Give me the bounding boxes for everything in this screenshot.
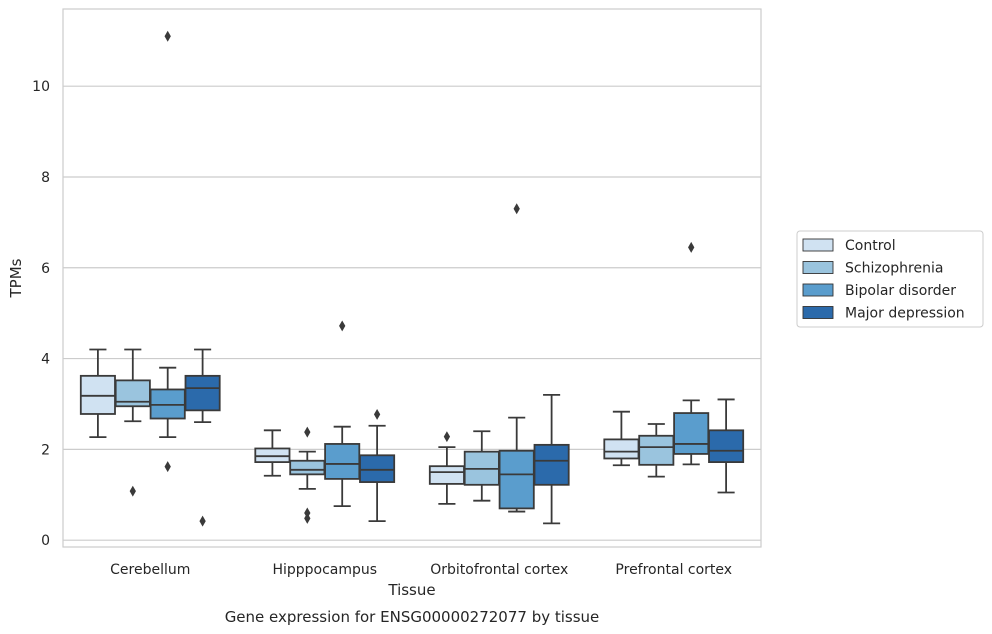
legend-swatch xyxy=(802,261,834,274)
outlier-point xyxy=(304,512,311,524)
outlier-point xyxy=(304,426,311,438)
box-item xyxy=(359,408,396,523)
box-rect xyxy=(673,412,710,455)
box-rect xyxy=(708,429,745,464)
box-rect xyxy=(149,388,186,420)
box-item xyxy=(114,348,151,497)
box-item xyxy=(638,423,675,478)
legend-label: Major depression xyxy=(845,306,965,322)
y-axis-title: TPMs xyxy=(7,258,25,298)
box-item xyxy=(428,431,465,505)
box-rect xyxy=(254,447,291,464)
legend-label: Control xyxy=(845,238,896,254)
chart-caption: Gene expression for ENSG00000272077 by t… xyxy=(225,608,600,626)
x-tick-label: Cerebellum xyxy=(110,562,190,578)
legend: Control Schizophrenia Bipolar disorder Majo… xyxy=(796,230,984,328)
box-rect xyxy=(359,454,396,483)
outlier-point xyxy=(199,515,206,527)
box-rect xyxy=(79,374,116,415)
legend-frame xyxy=(796,230,984,328)
box-item xyxy=(324,320,361,508)
outlier-point xyxy=(339,320,346,332)
outlier-point xyxy=(688,241,695,253)
y-tick-label: 8 xyxy=(41,170,50,186)
x-tick-label: Hipppocampus xyxy=(272,562,377,578)
x-tick-labels: Cerebellum Hipppocampus Orbitofrontal cort… xyxy=(110,562,732,578)
x-axis-title: Tissue xyxy=(387,581,435,599)
series-group xyxy=(114,348,675,524)
box-item xyxy=(603,410,640,467)
y-tick-label: 0 xyxy=(41,533,50,549)
legend-swatch xyxy=(802,238,834,252)
outlier-point xyxy=(513,203,520,215)
box-item xyxy=(254,429,291,477)
box-series xyxy=(79,30,745,527)
box-rect xyxy=(289,459,326,476)
y-tick-labels: 0 2 4 6 8 10 xyxy=(32,79,50,549)
outlier-point xyxy=(373,408,381,420)
outlier-point xyxy=(164,30,171,42)
y-tick-label: 6 xyxy=(41,261,50,277)
box-item xyxy=(708,398,745,494)
y-tick-label: 2 xyxy=(41,442,50,458)
box-item xyxy=(289,426,326,524)
y-tick-label: 4 xyxy=(41,352,50,368)
series-group xyxy=(184,348,745,527)
outlier-point xyxy=(443,431,451,443)
box-rect xyxy=(428,465,465,485)
box-item xyxy=(463,430,500,502)
outlier-point xyxy=(164,461,171,473)
box-item xyxy=(673,241,710,466)
x-tick-label: Orbitofrontal cortex xyxy=(430,562,568,578)
box-rect xyxy=(324,443,361,480)
legend-label: Schizophrenia xyxy=(845,261,943,277)
box-rect xyxy=(603,438,640,460)
outlier-point xyxy=(129,485,136,497)
box-rect xyxy=(498,449,535,510)
legend-swatch xyxy=(802,306,834,319)
legend-items: Control Schizophrenia Bipolar disorder Majo… xyxy=(802,238,965,322)
series-group xyxy=(79,348,640,505)
legend-swatch xyxy=(802,283,834,297)
box-rect xyxy=(184,374,221,412)
x-tick-label: Prefrontal cortex xyxy=(615,562,732,578)
legend-label: Bipolar disorder xyxy=(845,283,956,299)
box-item xyxy=(184,348,221,527)
box-item xyxy=(79,348,116,439)
series-group xyxy=(149,30,710,513)
box-item xyxy=(498,203,535,513)
y-tick-label: 10 xyxy=(32,79,50,95)
box-rect xyxy=(638,434,675,466)
box-item xyxy=(533,394,570,525)
box-item xyxy=(149,30,186,473)
box-rect xyxy=(533,443,570,486)
